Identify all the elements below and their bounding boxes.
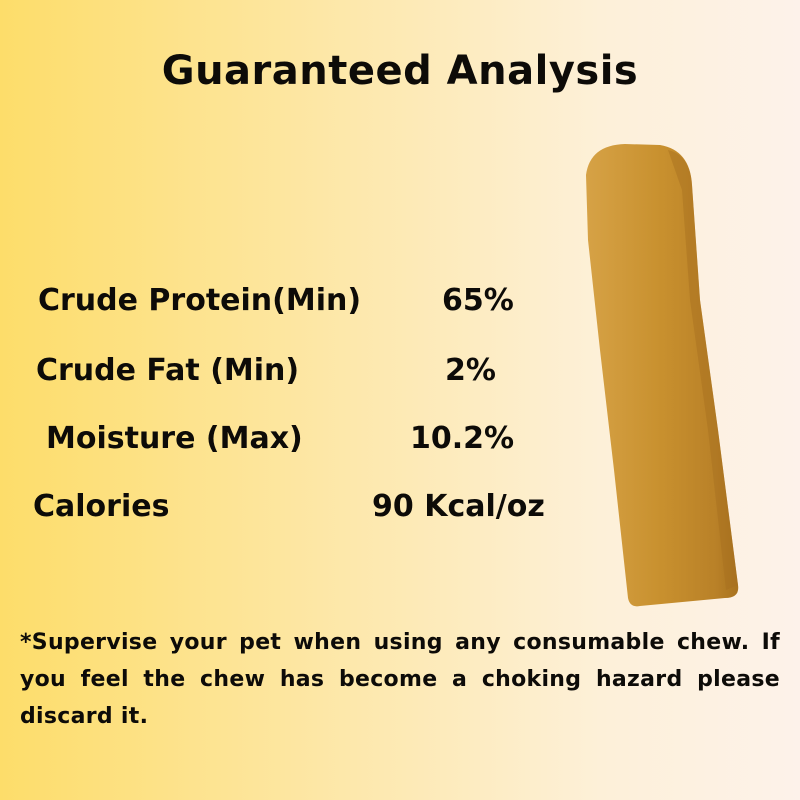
analysis-value-moisture: 10.2% <box>410 421 515 456</box>
analysis-label-fat: Crude Fat (Min) <box>36 353 300 388</box>
analysis-label-protein: Crude Protein(Min) <box>38 283 362 318</box>
safety-footnote: *Supervise your pet when using any consu… <box>20 630 780 729</box>
analysis-label-moisture: Moisture (Max) <box>46 421 303 456</box>
analysis-value-protein: 65% <box>442 283 514 318</box>
page-title: Guaranteed Analysis <box>161 48 639 94</box>
analysis-label-calories: Calories <box>33 489 170 524</box>
analysis-value-calories: 90 Kcal/oz <box>372 489 545 524</box>
analysis-value-fat: 2% <box>445 353 496 388</box>
